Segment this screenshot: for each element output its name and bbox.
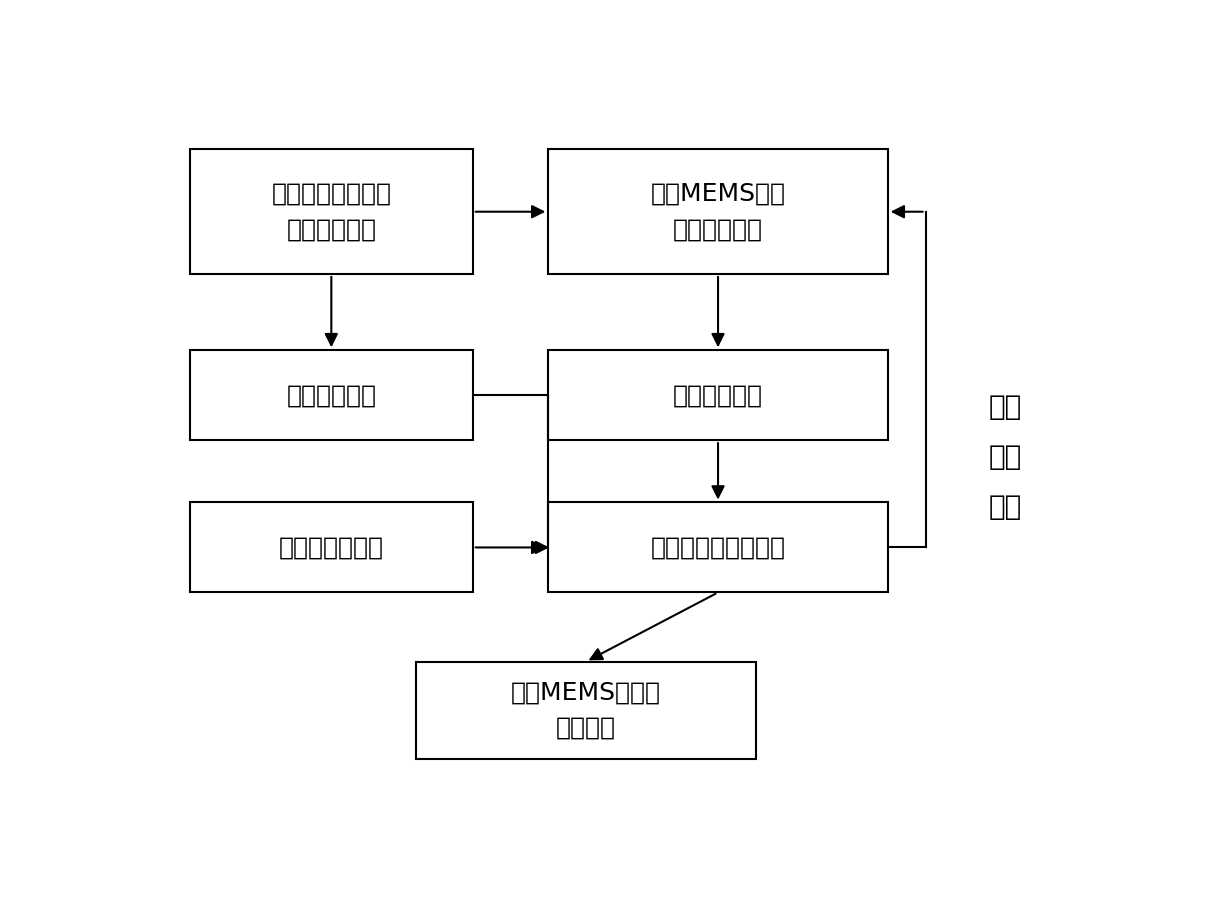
Text: 扩展卡尔曼滤波解算: 扩展卡尔曼滤波解算: [651, 536, 785, 559]
Text: 惯导
信息
误差: 惯导 信息 误差: [989, 394, 1022, 521]
Bar: [190, 350, 472, 441]
Text: 僚机惯导解算: 僚机惯导解算: [673, 383, 763, 407]
Text: 输出MEMS陀螺仪
误差参数: 输出MEMS陀螺仪 误差参数: [511, 681, 661, 740]
Text: 长僚机相对距离: 长僚机相对距离: [279, 536, 383, 559]
Bar: [416, 662, 756, 759]
Text: 僚机MEMS惯性
组件信息采集: 僚机MEMS惯性 组件信息采集: [651, 182, 785, 242]
Bar: [190, 149, 472, 274]
Text: 长机位置信息: 长机位置信息: [286, 383, 376, 407]
Bar: [548, 503, 887, 592]
Bar: [548, 350, 887, 441]
Bar: [548, 149, 887, 274]
Text: 长、僚机在线标定
路径原则飞行: 长、僚机在线标定 路径原则飞行: [271, 182, 392, 242]
Bar: [190, 503, 472, 592]
